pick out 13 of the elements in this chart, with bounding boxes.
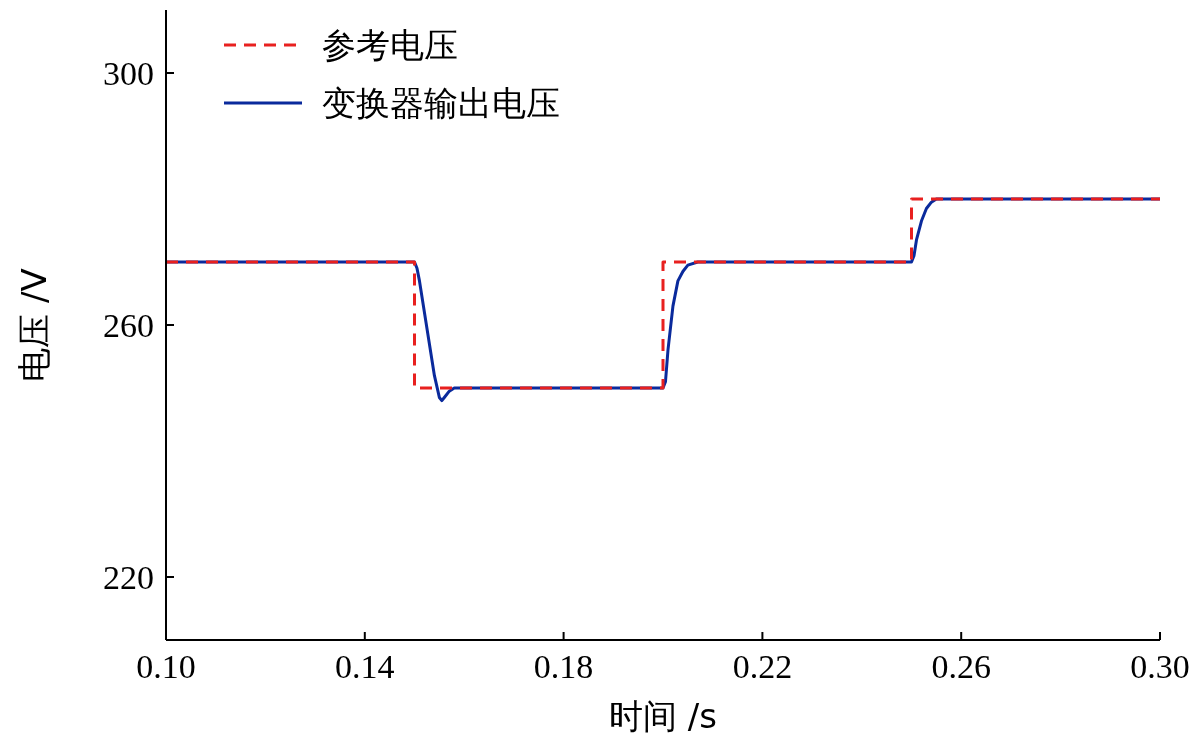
y-tick-label: 300 [103, 55, 154, 92]
x-axis-title: 时间 /s [609, 696, 717, 736]
x-tick-label: 0.22 [732, 648, 793, 685]
x-tick-label: 0.18 [533, 648, 594, 685]
x-tick-label: 0.26 [931, 648, 991, 685]
y-axis-title: 电压 /V [14, 268, 54, 382]
x-tick-label: 0.14 [335, 648, 395, 685]
y-tick-label: 260 [103, 307, 154, 344]
x-tick-label: 0.10 [136, 648, 196, 685]
legend-label: 变换器输出电压 [322, 83, 560, 123]
x-tick-label: 0.30 [1130, 648, 1190, 685]
y-tick-label: 220 [103, 559, 154, 596]
legend-label: 参考电压 [322, 25, 458, 65]
